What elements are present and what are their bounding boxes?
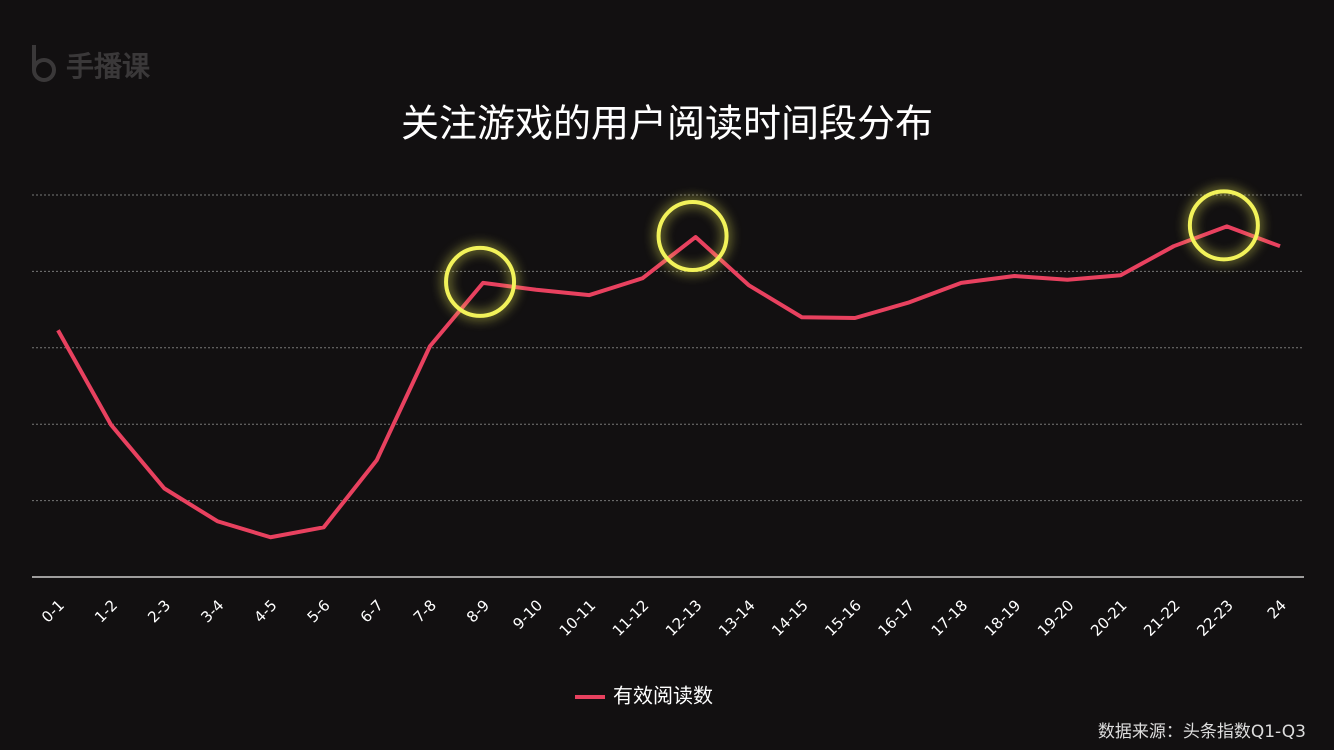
x-tick-label: 5-6	[304, 596, 334, 626]
x-tick-label: 8-9	[463, 596, 493, 626]
x-tick-label: 16-17	[875, 596, 919, 640]
x-tick-label: 18-19	[981, 596, 1025, 640]
x-tick-label: 17-18	[928, 596, 972, 640]
line-series	[56, 224, 1281, 540]
x-tick-label: 20-21	[1087, 596, 1131, 640]
x-tick-label: 0-1	[38, 596, 68, 626]
logo-text: 手播课	[66, 50, 151, 83]
legend-label: 有效阅读数	[613, 684, 713, 708]
highlight-circle	[1187, 189, 1260, 262]
x-tick-label: 19-20	[1034, 596, 1078, 640]
source: 数据来源：头条指数Q1-Q3	[1098, 722, 1306, 742]
chart-title: 关注游戏的用户阅读时间段分布	[401, 102, 933, 146]
logo: 手播课	[32, 45, 151, 83]
x-tick-label: 12-13	[662, 596, 706, 640]
x-tick-label: 2-3	[144, 596, 174, 626]
x-tick-label: 11-12	[609, 596, 653, 640]
x-tick-label: 7-8	[410, 596, 440, 626]
x-tick-label: 15-16	[821, 596, 865, 640]
x-tick-label: 3-4	[197, 596, 227, 626]
x-tick-label: 9-10	[509, 596, 546, 633]
x-tick-label: 24	[1264, 596, 1290, 622]
x-tick-label: 6-7	[357, 596, 387, 626]
highlight-circle	[444, 245, 517, 318]
logo-icon	[32, 58, 56, 82]
x-tick-label: 1-2	[91, 596, 121, 626]
x-tick-label: 14-15	[768, 596, 812, 640]
x-tick-label: 4-5	[250, 596, 280, 626]
x-tick-label: 13-14	[715, 596, 759, 640]
x-tick-label: 10-11	[556, 596, 600, 640]
x-tick-label: 22-23	[1193, 596, 1237, 640]
x-tick-label: 21-22	[1140, 596, 1184, 640]
highlight-circle	[656, 200, 729, 273]
